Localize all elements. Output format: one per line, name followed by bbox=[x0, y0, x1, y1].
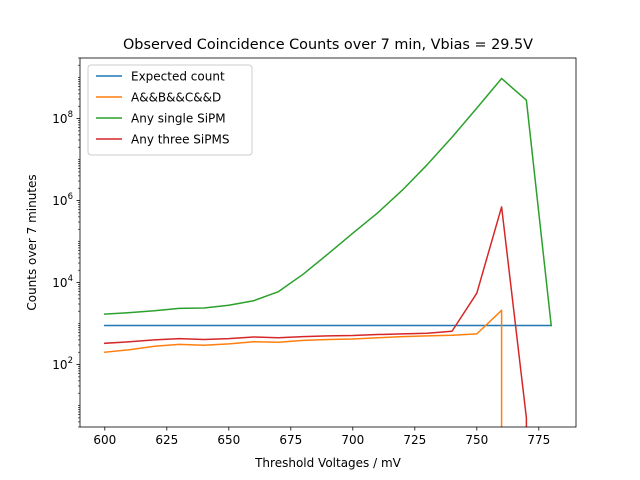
x-axis-label: Threshold Voltages / mV bbox=[254, 456, 402, 470]
plot-area-frame bbox=[79, 57, 577, 428]
legend-label: Any single SiPM bbox=[131, 112, 226, 126]
x-tick-label: 600 bbox=[93, 433, 116, 447]
legend-label: Expected count bbox=[131, 70, 225, 84]
legend-label: A&&B&&C&&D bbox=[131, 91, 221, 105]
x-tick-label: 750 bbox=[465, 433, 488, 447]
series-line-3 bbox=[104, 206, 528, 427]
series-lines bbox=[103, 77, 553, 427]
y-axis-label: Counts over 7 minutes bbox=[25, 174, 39, 310]
x-tick-label: 625 bbox=[155, 433, 178, 447]
legend: Expected count A&&B&&C&&D Any single SiPM A… bbox=[87, 64, 253, 156]
x-tick-label: 700 bbox=[341, 433, 364, 447]
x-axis-ticks: 600 625 650 675 700 725 750 775 bbox=[93, 427, 550, 447]
legend-label: Any three SiPMS bbox=[131, 133, 229, 147]
x-tick-label: 775 bbox=[527, 433, 550, 447]
chart-title: Observed Coincidence Counts over 7 min, … bbox=[123, 37, 533, 53]
x-tick-label: 675 bbox=[279, 433, 302, 447]
x-tick-label: 650 bbox=[217, 433, 240, 447]
x-tick-label: 725 bbox=[403, 433, 426, 447]
series-line-2 bbox=[104, 77, 553, 327]
legend-box bbox=[87, 64, 253, 156]
series-line-1 bbox=[103, 309, 503, 427]
